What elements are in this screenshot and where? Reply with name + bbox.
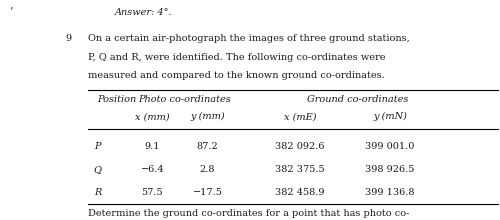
Text: 399 001.0: 399 001.0 bbox=[366, 142, 414, 151]
Text: 399 136.8: 399 136.8 bbox=[365, 188, 415, 197]
Text: −17.5: −17.5 bbox=[192, 188, 222, 197]
Text: −6.4: −6.4 bbox=[140, 165, 164, 174]
Text: x (mm): x (mm) bbox=[135, 112, 170, 121]
Text: P: P bbox=[94, 142, 101, 151]
Text: measured and compared to the known ground co-ordinates.: measured and compared to the known groun… bbox=[88, 72, 384, 81]
Text: On a certain air-photograph the images of three ground stations,: On a certain air-photograph the images o… bbox=[88, 34, 409, 43]
Text: 382 092.6: 382 092.6 bbox=[275, 142, 325, 151]
Text: 398 926.5: 398 926.5 bbox=[366, 165, 414, 174]
Text: 9: 9 bbox=[65, 34, 71, 43]
Text: Ground co-ordinates: Ground co-ordinates bbox=[307, 95, 408, 104]
Text: R: R bbox=[94, 188, 101, 197]
Text: 87.2: 87.2 bbox=[196, 142, 218, 151]
Text: 9.1: 9.1 bbox=[145, 142, 160, 151]
Text: Photo co-ordinates: Photo co-ordinates bbox=[138, 95, 232, 104]
Text: 2.8: 2.8 bbox=[200, 165, 215, 174]
Text: y (mN): y (mN) bbox=[373, 112, 407, 121]
Text: 382 458.9: 382 458.9 bbox=[275, 188, 325, 197]
Text: 382 375.5: 382 375.5 bbox=[275, 165, 325, 174]
Text: Determine the ground co-ordinates for a point that has photo co-: Determine the ground co-ordinates for a … bbox=[88, 209, 409, 218]
Text: Answer: 4°.: Answer: 4°. bbox=[115, 8, 172, 17]
Text: ’: ’ bbox=[9, 7, 13, 16]
Text: 57.5: 57.5 bbox=[142, 188, 164, 197]
Text: P, Q and R, were identified. The following co-ordinates were: P, Q and R, were identified. The followi… bbox=[88, 53, 385, 62]
Text: y (mm): y (mm) bbox=[190, 112, 225, 121]
Text: Q: Q bbox=[94, 165, 102, 174]
Text: Position: Position bbox=[98, 95, 137, 104]
Text: x (mE): x (mE) bbox=[284, 112, 316, 121]
